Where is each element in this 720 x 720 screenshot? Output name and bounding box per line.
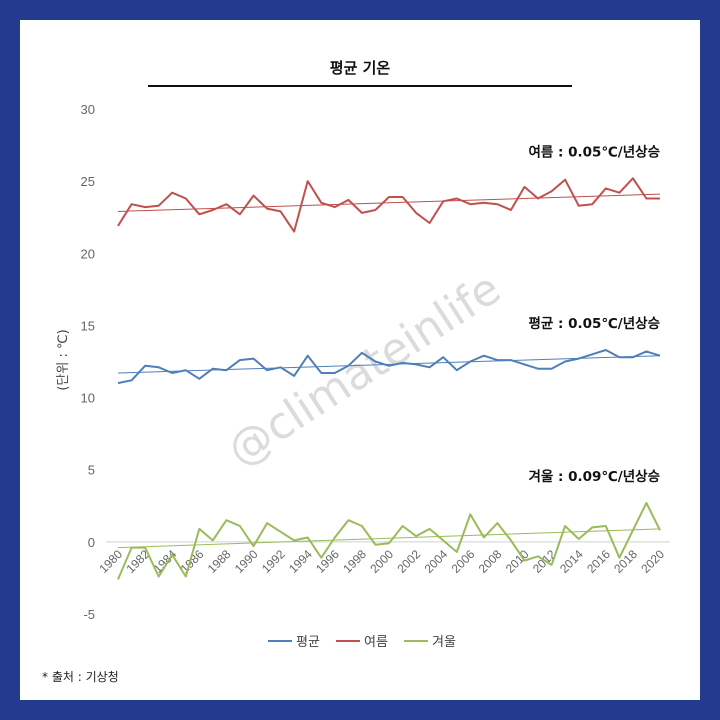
trend-layer xyxy=(117,193,661,549)
y-tick-label: 25 xyxy=(81,174,95,189)
x-tick-label: 2016 xyxy=(584,547,613,576)
x-tick-label: 2020 xyxy=(638,547,667,576)
x-tick-label: 1998 xyxy=(340,547,369,576)
x-tick-label: 2006 xyxy=(449,547,478,576)
legend-label-겨울: 겨울 xyxy=(432,635,456,650)
x-tick-label: 2002 xyxy=(394,547,423,576)
y-tick-label: 15 xyxy=(81,318,95,333)
annotation-여름: 여름 : 0.05℃/년상승 xyxy=(529,143,661,160)
legend-label-평균: 평균 xyxy=(296,635,320,650)
chart-title: 평균 기온 xyxy=(329,59,391,77)
annotation-겨울: 겨울 : 0.09℃/년상승 xyxy=(529,468,661,485)
trendline-평균 xyxy=(117,355,661,374)
series-line-평균 xyxy=(117,349,661,385)
x-tick-label: 1982 xyxy=(123,547,152,576)
legend: 평균 여름 겨울 xyxy=(268,635,456,650)
legend-label-여름: 여름 xyxy=(364,635,388,650)
y-tick-label: 0 xyxy=(88,535,95,550)
y-axis-title: (단위 : ℃) xyxy=(56,329,71,390)
y-tick-label: -5 xyxy=(83,607,95,622)
watermark-text: @climateinlife xyxy=(219,263,510,477)
trendline-여름 xyxy=(117,193,661,212)
x-tick-label: 2000 xyxy=(367,547,396,576)
watermark-layer: @climateinlife xyxy=(219,263,510,477)
x-tick-label: 2014 xyxy=(557,547,586,576)
y-tick-label: 5 xyxy=(88,463,95,478)
x-tick-label: 2004 xyxy=(422,547,451,576)
x-tick-label: 1994 xyxy=(286,547,315,576)
x-tick-label: 2008 xyxy=(476,547,505,576)
y-tick-label: 20 xyxy=(81,246,95,261)
x-tick-label: 1988 xyxy=(205,547,234,576)
chart-panel xyxy=(20,20,700,700)
series-layer xyxy=(117,177,661,580)
y-tick-label: 10 xyxy=(81,391,95,406)
x-tick-label: 1992 xyxy=(259,547,288,576)
title-underline xyxy=(148,85,572,87)
annotation-평균: 평균 : 0.05℃/년상승 xyxy=(529,315,661,332)
trendline-겨울 xyxy=(117,528,661,549)
source-note: * 출처 : 기상청 xyxy=(42,670,119,684)
x-tick-label: 1990 xyxy=(232,547,261,576)
series-line-겨울 xyxy=(117,501,661,580)
series-line-여름 xyxy=(117,177,660,233)
y-tick-label: 30 xyxy=(81,102,95,117)
